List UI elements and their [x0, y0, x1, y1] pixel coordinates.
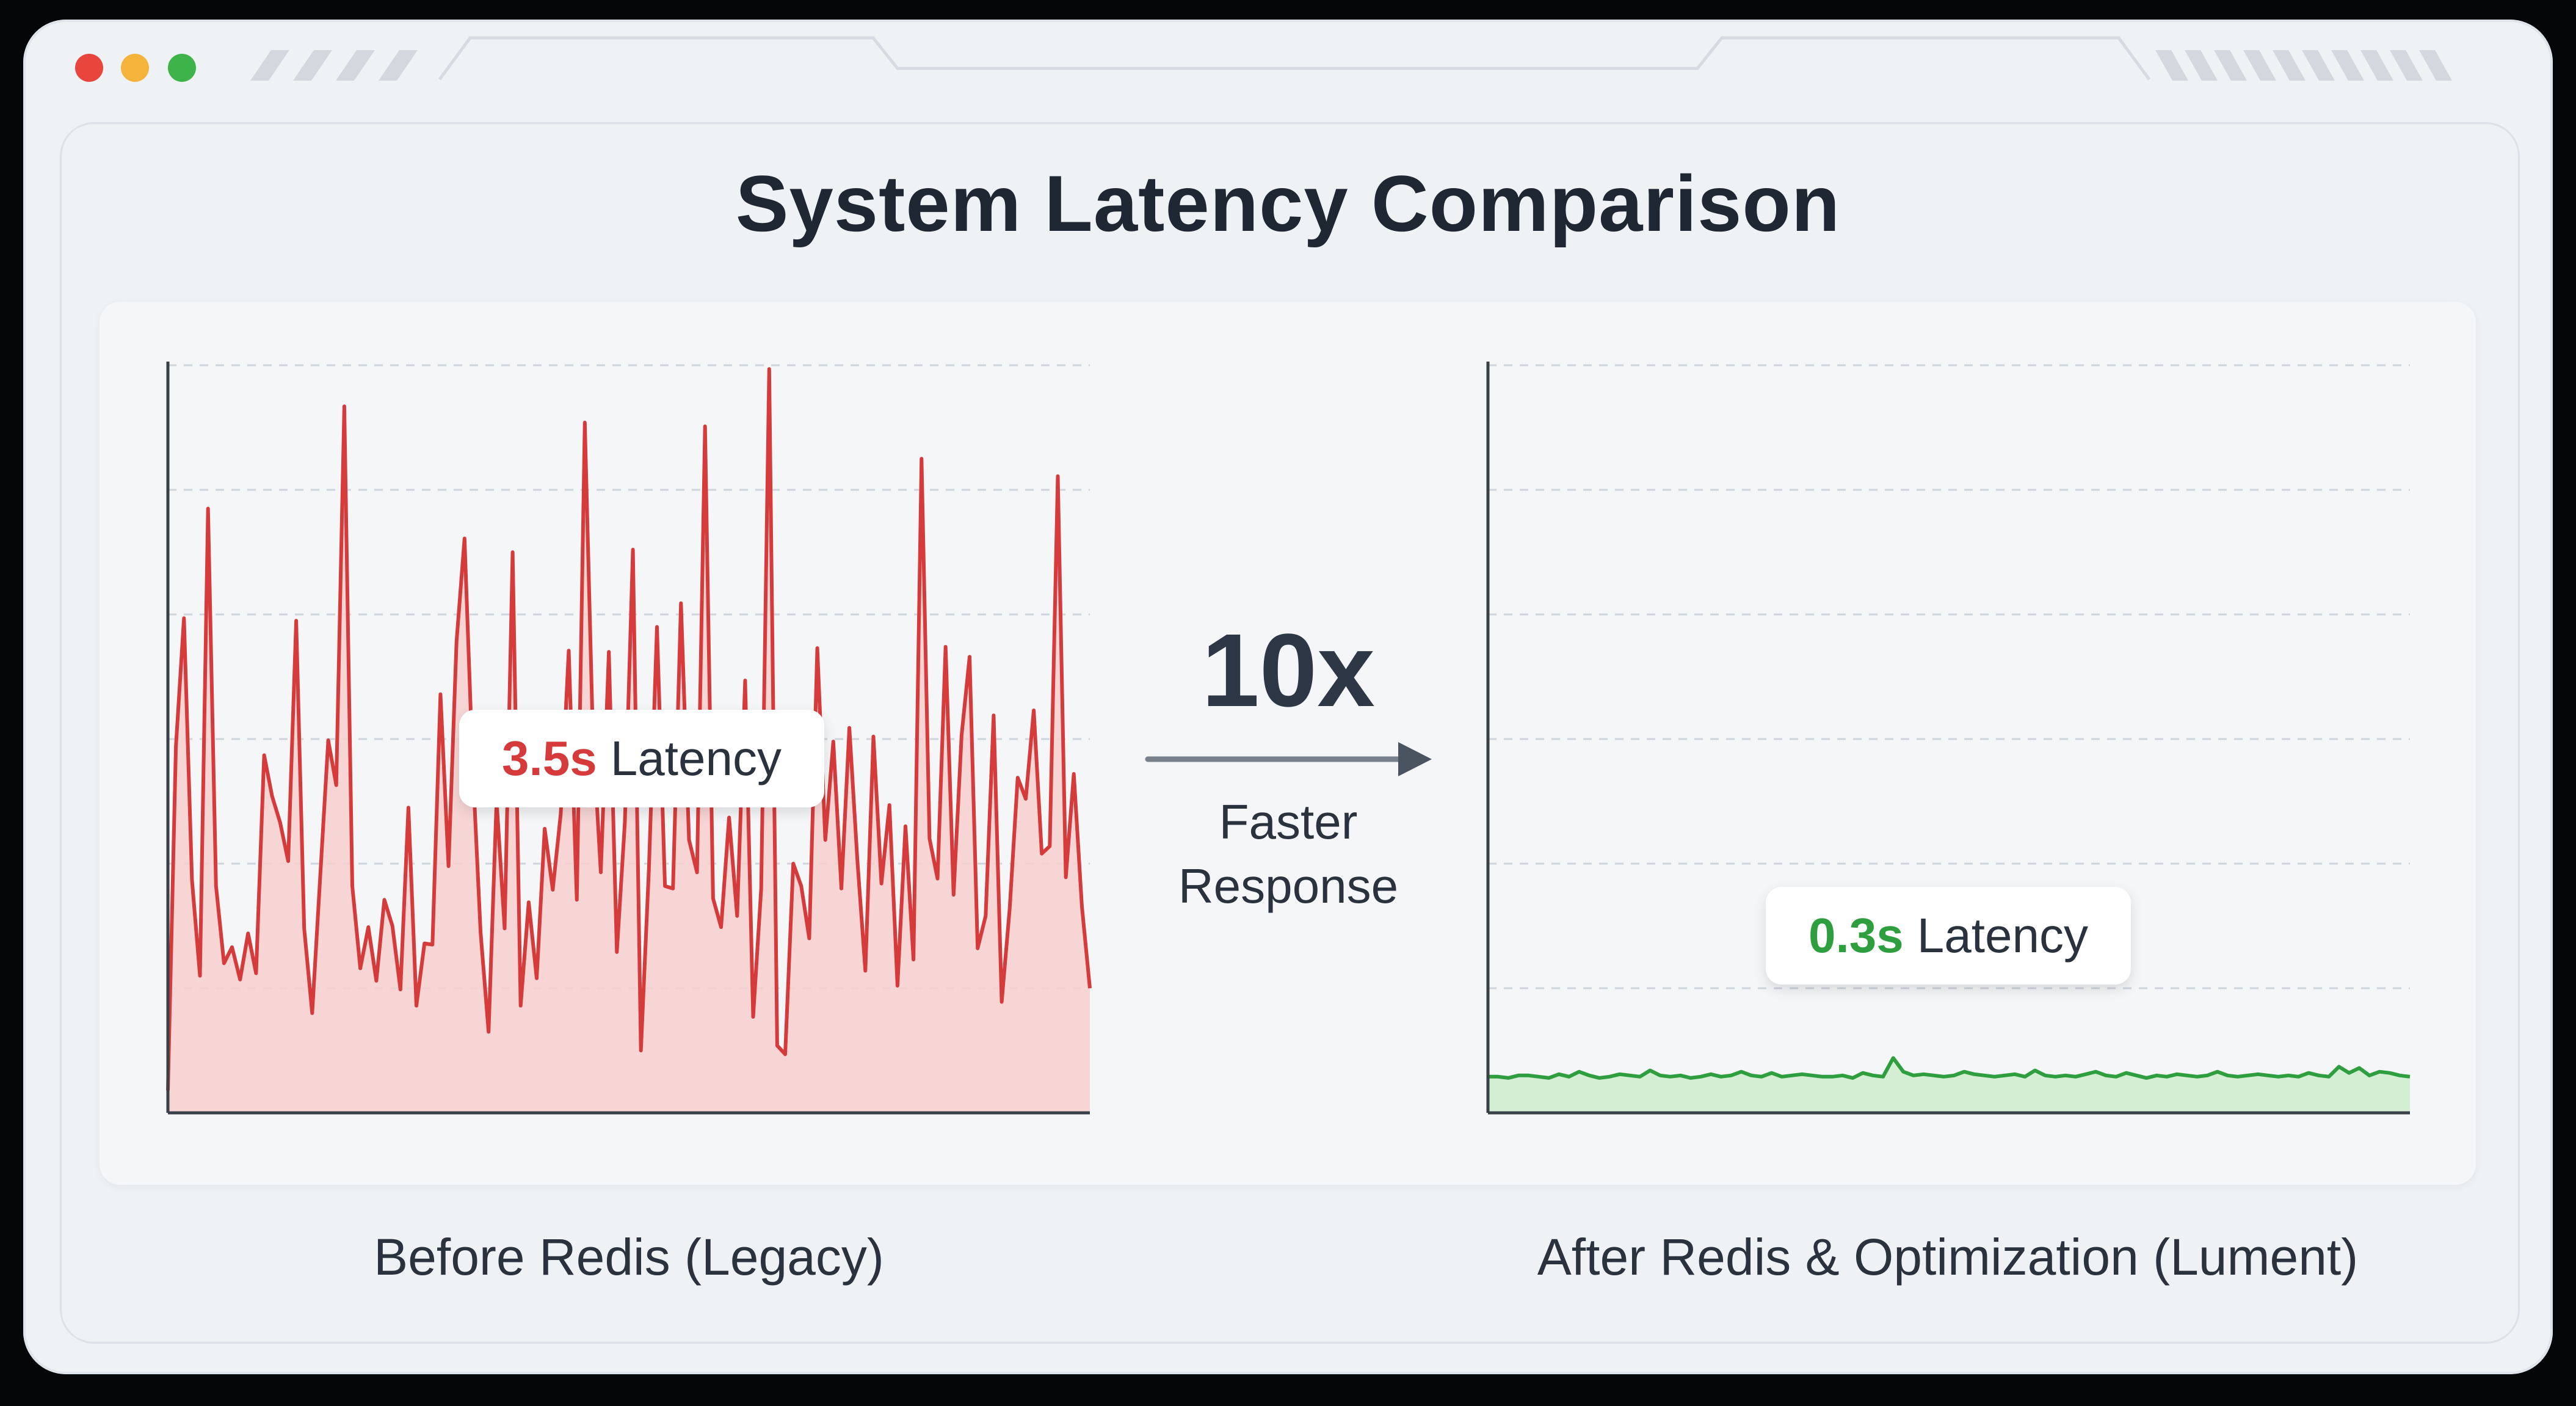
arrow-right-icon — [1145, 742, 1432, 776]
speedup-subtitle-line2: Response — [1178, 859, 1399, 913]
header-stripe — [379, 50, 418, 81]
header-stripe — [2331, 50, 2364, 81]
before-latency-tooltip: 3.5s Latency — [459, 710, 824, 807]
window-header-decoration — [250, 36, 2452, 81]
before-series-line — [166, 367, 1092, 1091]
speedup-subtitle-line1: Faster — [1219, 795, 1358, 849]
close-window-dot[interactable] — [75, 54, 103, 82]
header-stripe — [2273, 50, 2306, 81]
after-latency-label: Latency — [1917, 908, 2088, 963]
header-stripe — [336, 50, 375, 81]
after-chart — [1486, 362, 2411, 1115]
header-stripe — [2214, 50, 2247, 81]
before-latency-label: Latency — [610, 731, 782, 785]
header-stripes-right — [2155, 50, 2452, 81]
after-area-fill — [1488, 1058, 2410, 1113]
before-latency-value: 3.5s — [502, 731, 597, 785]
header-stripe — [2360, 50, 2393, 81]
speedup-multiplier: 10x — [1202, 613, 1375, 729]
before-chart-caption: Before Redis (Legacy) — [374, 1228, 884, 1286]
header-stripe — [293, 50, 332, 81]
header-stripe — [2243, 50, 2276, 81]
header-stripe — [2155, 50, 2188, 81]
header-stripe — [2302, 50, 2335, 81]
header-stripe — [2185, 50, 2218, 81]
header-stripes-left — [250, 50, 418, 81]
after-series-line — [1488, 1056, 2411, 1080]
window-inner-frame — [60, 122, 2520, 1344]
after-latency-tooltip: 0.3s Latency — [1766, 887, 2131, 985]
header-stripe — [250, 50, 289, 81]
maximize-window-dot[interactable] — [168, 54, 196, 82]
page-title: System Latency Comparison — [735, 159, 1841, 248]
minimize-window-dot[interactable] — [121, 54, 149, 82]
header-stripe — [2390, 50, 2423, 81]
header-stripe — [2419, 50, 2452, 81]
after-chart-caption: After Redis & Optimization (Lument) — [1537, 1228, 2359, 1286]
after-latency-value: 0.3s — [1809, 908, 1904, 963]
